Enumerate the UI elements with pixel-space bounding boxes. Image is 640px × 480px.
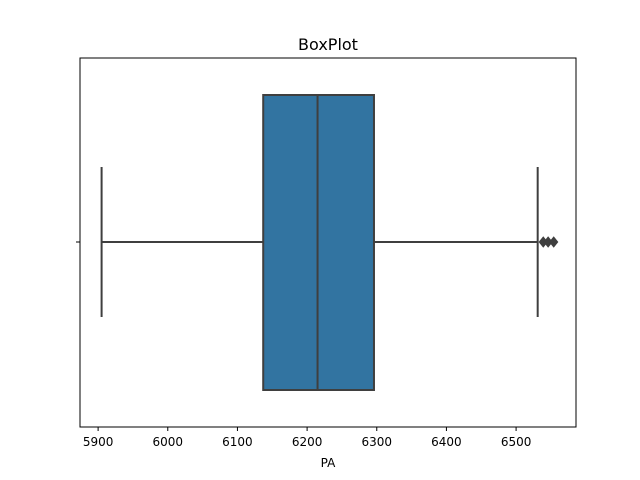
x-tick-label-6: 6500: [501, 435, 532, 449]
x-tick-label-0: 5900: [83, 435, 114, 449]
x-tick-label-5: 6400: [431, 435, 462, 449]
x-axis-label: PA: [321, 456, 336, 470]
x-tick-label-3: 6200: [292, 435, 323, 449]
x-tick-label-4: 6300: [361, 435, 392, 449]
outlier-point-2: [549, 236, 559, 248]
x-axis-ticks: 5900 6000 6100 6200 6300 6400 6500: [83, 427, 532, 449]
x-tick-label-2: 6100: [222, 435, 253, 449]
iqr-box: [262, 94, 375, 391]
chart-title: BoxPlot: [298, 35, 358, 54]
x-tick-label-1: 6000: [153, 435, 184, 449]
plot-marks: [100, 94, 559, 391]
